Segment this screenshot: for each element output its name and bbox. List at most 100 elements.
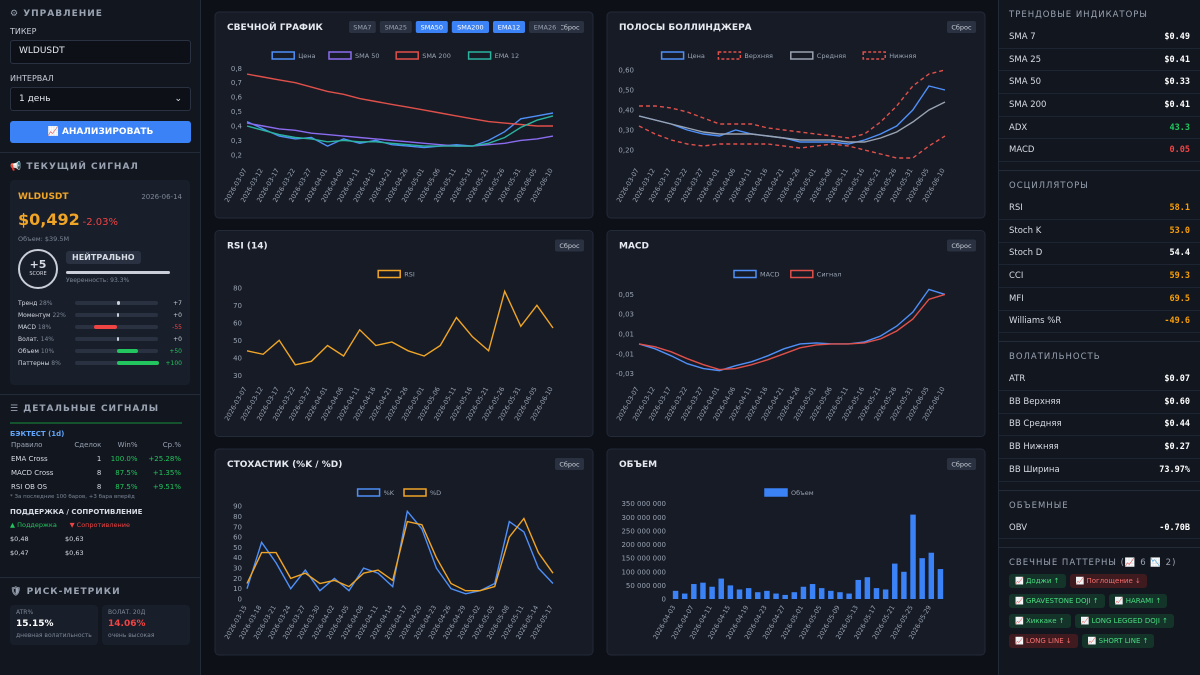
level-row: $0,47 $0,63	[10, 549, 120, 557]
chart-panel: СВЕЧНОЙ ГРАФИК Сброс SMA7 SMA25 SMA50 SMA200 E…	[214, 11, 594, 219]
support: Поддержка	[17, 521, 57, 529]
reset-button[interactable]: Сброс	[947, 21, 976, 33]
legend-label: SMA 200	[422, 52, 451, 60]
toggle-button[interactable]: SMA25	[379, 21, 412, 33]
pattern-label: LONG LEGGED DOJI ↑	[1091, 617, 1168, 626]
y-tick-label: 200 000 000	[621, 541, 666, 549]
y-tick-label: 50	[233, 337, 242, 345]
legend-swatch	[377, 269, 401, 279]
bar	[882, 589, 889, 599]
indicator-name: BB Нижняя	[1009, 442, 1059, 453]
factor-weight: 14%	[40, 335, 54, 343]
cell: +1.35%	[152, 469, 181, 477]
legend-swatch	[271, 51, 295, 60]
bear-count: 2	[1165, 558, 1173, 569]
factor-name: MACD	[18, 323, 36, 331]
factor-row: Волат. 14% +0	[18, 333, 182, 345]
risk-label: ATR%	[16, 609, 34, 616]
y-tick-label: 50	[233, 544, 242, 552]
bar	[700, 582, 706, 599]
change: -2.03%	[82, 217, 119, 228]
factor-track	[75, 349, 159, 353]
bar	[919, 558, 925, 599]
indicator-value: $0.60	[1164, 396, 1190, 407]
factor-label: Волат. 14%	[18, 336, 75, 343]
factor-value: +0	[173, 335, 182, 343]
ticker-input[interactable]: WLDUSDT	[10, 40, 191, 64]
button-label: Сброс	[559, 242, 580, 250]
support-head: ▲ Поддержка	[10, 521, 57, 529]
factor-value: +100	[165, 359, 182, 367]
y-tick-label: 0,2	[231, 151, 242, 159]
indicator-name: SMA 7	[1009, 31, 1036, 42]
indicator-value: $0.44	[1164, 419, 1190, 430]
factor-weight: 10%	[40, 347, 55, 355]
pattern-chip: 📈 GRAVESTONE DOJI ↑	[1009, 594, 1105, 609]
toggle-bg	[529, 21, 561, 33]
risk-section: 🛡 РИСК-МЕТРИКИ ATR% 15.15% дневная волатил…	[0, 578, 200, 654]
analyze-button[interactable]: 📈 АНАЛИЗИРОВАТЬ	[10, 121, 191, 143]
indicator-name: Stoch K	[1009, 225, 1042, 236]
toggle-button[interactable]: EMA26	[529, 21, 561, 33]
pattern-chip: 📈 LONG LEGGED DOJI ↑	[1074, 614, 1174, 629]
y-tick-label: 0,01	[618, 330, 634, 338]
factor-name: Моментум	[18, 311, 51, 319]
title: УПРАВЛЕНИЕ	[23, 9, 103, 19]
factor-name: Объем	[18, 347, 39, 355]
indicator-name: BB Верхняя	[1009, 396, 1061, 407]
y-tick-label: 30	[233, 372, 242, 380]
risk-card: ВОЛАТ. 20Д 14.06% очень высокая	[102, 605, 190, 645]
title: ТЕКУЩИЙ СИГНАЛ	[26, 162, 139, 172]
toggle-button[interactable]: SMA50	[415, 21, 448, 33]
subtitle: БЭКТЕСТ (1d)	[10, 430, 65, 438]
indicator-row: BB Верхняя $0.60	[999, 391, 1200, 414]
indicator-row: ATR $0.07	[999, 368, 1200, 391]
level: $0,47	[10, 549, 29, 557]
volume: Объем: $39.5M	[18, 235, 70, 243]
indicator-name: SMA 50	[1009, 77, 1042, 88]
details-box: БЭКТЕСТ (1d) Правило Сделок Win% Ср.% EMA Cr…	[10, 422, 182, 557]
factor-bar	[117, 313, 120, 317]
section-title: ⚙ УПРАВЛЕНИЕ	[10, 9, 103, 19]
bar	[691, 584, 697, 599]
y-tick-label: 80	[233, 284, 242, 292]
toggle-button[interactable]: EMA12	[493, 21, 525, 33]
section-title: ОСЦИЛЛЯТОРЫ	[1009, 181, 1089, 192]
legend-swatch	[717, 51, 742, 60]
reset-button[interactable]: Сброс	[947, 458, 976, 470]
button-bg	[947, 458, 976, 470]
toggle-button[interactable]: SMA7	[349, 21, 376, 33]
risk-note: очень высокая	[108, 632, 155, 639]
indicator-row: Stoch K 53.0	[999, 220, 1200, 243]
reset-button[interactable]: Сброс	[947, 239, 976, 252]
legend-label: RSI	[404, 271, 415, 279]
factor-value: +7	[173, 299, 182, 307]
y-tick-label: 0,5	[231, 108, 242, 116]
score: +5	[29, 258, 47, 271]
risk-cards: ATR% 15.15% дневная волатильность ВОЛАТ. 20…	[10, 605, 190, 645]
indicator-name: BB Ширина	[1009, 464, 1060, 475]
indicator-value: 53.0	[1169, 225, 1190, 236]
indicator-row: CCI 59.3	[999, 265, 1200, 288]
pattern-chips: 📈 Доджи ↑ 📈 Поглощение ↓ 📈 GRAVESTONE DOJI…	[999, 574, 1200, 654]
symbol: WLDUSDT	[18, 192, 69, 202]
indicator-section: ТРЕНДОВЫЕ ИНДИКАТОРЫ SMA 7 $0.49 SMA 25 $0.4…	[999, 0, 1200, 172]
pattern-label: LONG LINE ↓	[1025, 637, 1072, 646]
pattern-label: Хиккаке ↑	[1025, 617, 1065, 626]
table-row: RSI OB OS 8 87.5% +9.51%	[10, 480, 182, 494]
bar	[937, 569, 944, 599]
reset-button[interactable]: Сброс	[555, 239, 584, 252]
bar	[773, 593, 779, 599]
reset-button[interactable]: Сброс	[555, 458, 584, 470]
indicator-value: $0.41	[1164, 99, 1190, 110]
series-line	[638, 125, 946, 159]
reset-button[interactable]: Сброс	[555, 21, 584, 33]
factor-bar	[117, 301, 121, 305]
level-row: $0,48 $0,63	[10, 535, 120, 543]
interval-select[interactable]: 1 день ⌄	[10, 87, 191, 111]
factor-row: Паттерны 8% +100	[18, 357, 182, 369]
toggle-button[interactable]: SMA200	[451, 21, 489, 33]
section-title: 📢 ТЕКУЩИЙ СИГНАЛ	[10, 162, 139, 172]
y-tick-label: 150 000 000	[621, 555, 666, 563]
indicator-name: MACD	[1009, 145, 1035, 156]
